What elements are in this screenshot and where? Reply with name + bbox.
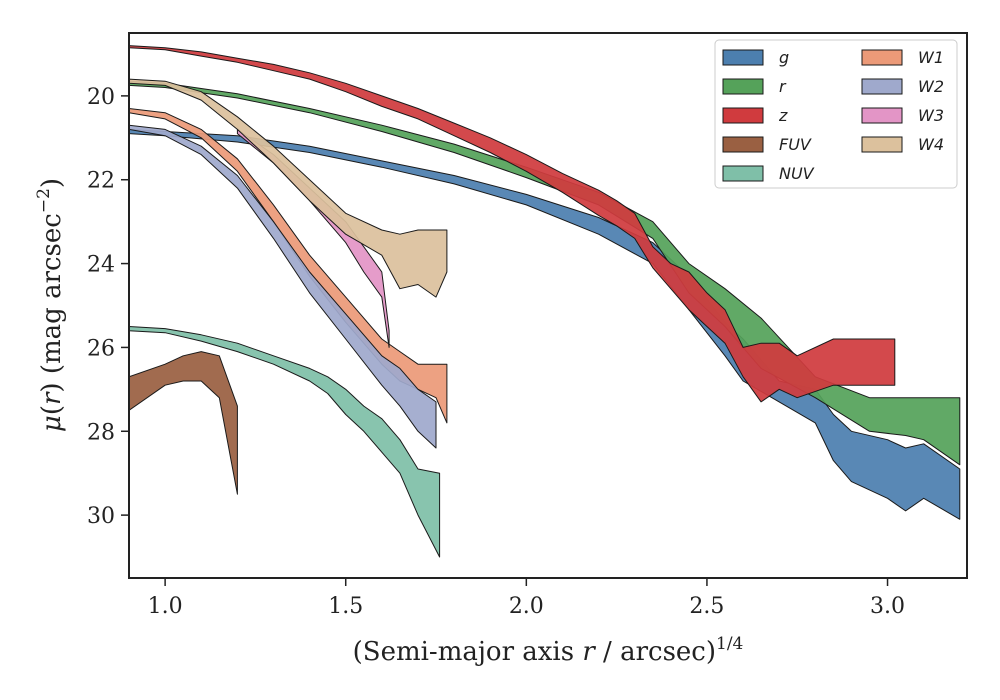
legend-swatch [722,49,764,66]
x-tick-label: 1.5 [328,594,363,619]
band-nuv [129,326,441,558]
legend-label: g [779,48,789,67]
y-tick-label: 22 [87,169,115,194]
legend-label: W4 [918,135,944,154]
legend-swatch [722,165,764,182]
legend-swatch [861,78,903,95]
legend-swatch [861,107,903,124]
legend-label: z [778,106,788,125]
x-tick-label: 2.5 [689,594,724,619]
plot-frame [128,32,968,579]
y-tick-label: 20 [87,85,115,110]
band-fuv [129,351,238,495]
legend-label: r [779,77,787,96]
band-w2 [129,124,437,449]
y-tick-label: 30 [87,504,115,529]
legend-label: W2 [918,77,944,96]
legend-swatch [861,136,903,153]
x-tick-label: 3.0 [870,594,905,619]
band-g [129,128,961,520]
data-bands [129,45,961,558]
y-axis-label: μ(r) (mag arcsec−2) [34,178,67,432]
x-axis-label: (Semi-major axis r / arcsec)1/4 [353,634,744,667]
band-w4 [129,78,448,298]
band-r [129,80,961,466]
legend: grz FUV NUV W1 W2 W3 W4 [714,39,958,189]
legend-swatch [722,136,764,153]
legend-label: FUV [779,135,812,154]
legend-label: W3 [918,106,944,125]
y-axis-ticks: 20 22 24 26 28 30 [87,85,129,529]
y-tick-label: 24 [87,253,115,278]
x-tick-label: 2.0 [509,594,544,619]
x-tick-label: 1.0 [148,594,183,619]
x-axis-ticks: 1.0 1.5 2.0 2.5 3.0 [148,578,905,619]
legend-label: W1 [918,48,944,67]
legend-swatch [861,49,903,66]
y-tick-label: 26 [87,336,115,361]
legend-swatch [722,107,764,124]
legend-swatch [722,78,764,95]
legend-label: NUV [779,164,815,183]
band-z [129,45,896,403]
y-tick-label: 28 [87,420,115,445]
